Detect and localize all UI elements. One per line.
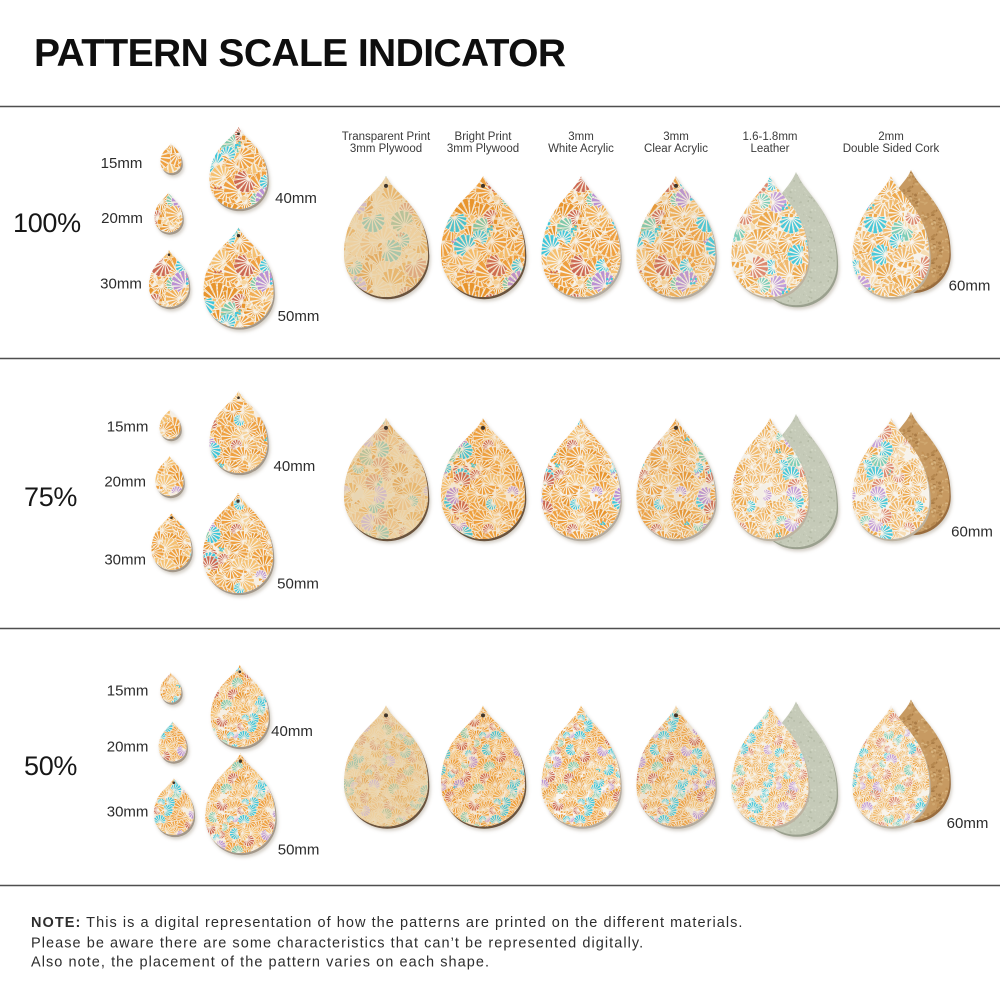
svg-text:30mm: 30mm bbox=[104, 552, 146, 569]
svg-text:60mm: 60mm bbox=[951, 524, 993, 541]
svg-text:Also note, the placement of th: Also note, the placement of the pattern … bbox=[31, 955, 490, 971]
svg-text:15mm: 15mm bbox=[107, 683, 149, 700]
svg-text:20mm: 20mm bbox=[104, 474, 146, 491]
svg-text:100%: 100% bbox=[13, 208, 81, 238]
svg-text:30mm: 30mm bbox=[107, 804, 149, 821]
svg-text:Clear Acrylic: Clear Acrylic bbox=[644, 143, 708, 155]
svg-text:50mm: 50mm bbox=[277, 576, 319, 593]
svg-text:75%: 75% bbox=[24, 482, 77, 512]
svg-text:20mm: 20mm bbox=[101, 210, 143, 227]
svg-text:50mm: 50mm bbox=[278, 308, 320, 325]
svg-text:3mm Plywood: 3mm Plywood bbox=[350, 143, 422, 155]
svg-text:Leather: Leather bbox=[750, 143, 789, 155]
svg-text:Double Sided Cork: Double Sided Cork bbox=[843, 143, 940, 155]
svg-text:15mm: 15mm bbox=[107, 419, 149, 436]
svg-text:50mm: 50mm bbox=[278, 842, 320, 859]
svg-text:2mm: 2mm bbox=[878, 131, 904, 143]
svg-text:3mm: 3mm bbox=[663, 131, 689, 143]
svg-text:50%: 50% bbox=[24, 751, 77, 781]
svg-text:Bright Print: Bright Print bbox=[455, 131, 513, 143]
svg-text:15mm: 15mm bbox=[101, 155, 143, 172]
svg-text:3mm Plywood: 3mm Plywood bbox=[447, 143, 519, 155]
svg-text:40mm: 40mm bbox=[274, 458, 316, 475]
svg-text:40mm: 40mm bbox=[275, 190, 317, 207]
svg-text:60mm: 60mm bbox=[949, 278, 991, 295]
svg-text:PATTERN SCALE INDICATOR: PATTERN SCALE INDICATOR bbox=[34, 32, 566, 75]
svg-text:1.6-1.8mm: 1.6-1.8mm bbox=[743, 131, 798, 143]
svg-text:20mm: 20mm bbox=[107, 739, 149, 756]
svg-text:30mm: 30mm bbox=[100, 276, 142, 293]
svg-text:Please be aware there are some: Please be aware there are some character… bbox=[31, 936, 644, 952]
svg-text:60mm: 60mm bbox=[947, 815, 989, 832]
svg-text:Transparent Print: Transparent Print bbox=[342, 131, 431, 143]
svg-text:White Acrylic: White Acrylic bbox=[548, 143, 614, 155]
svg-text:NOTE: This is a digital repres: NOTE: This is a digital representation o… bbox=[31, 915, 744, 931]
svg-text:40mm: 40mm bbox=[271, 723, 313, 740]
svg-text:3mm: 3mm bbox=[568, 131, 594, 143]
